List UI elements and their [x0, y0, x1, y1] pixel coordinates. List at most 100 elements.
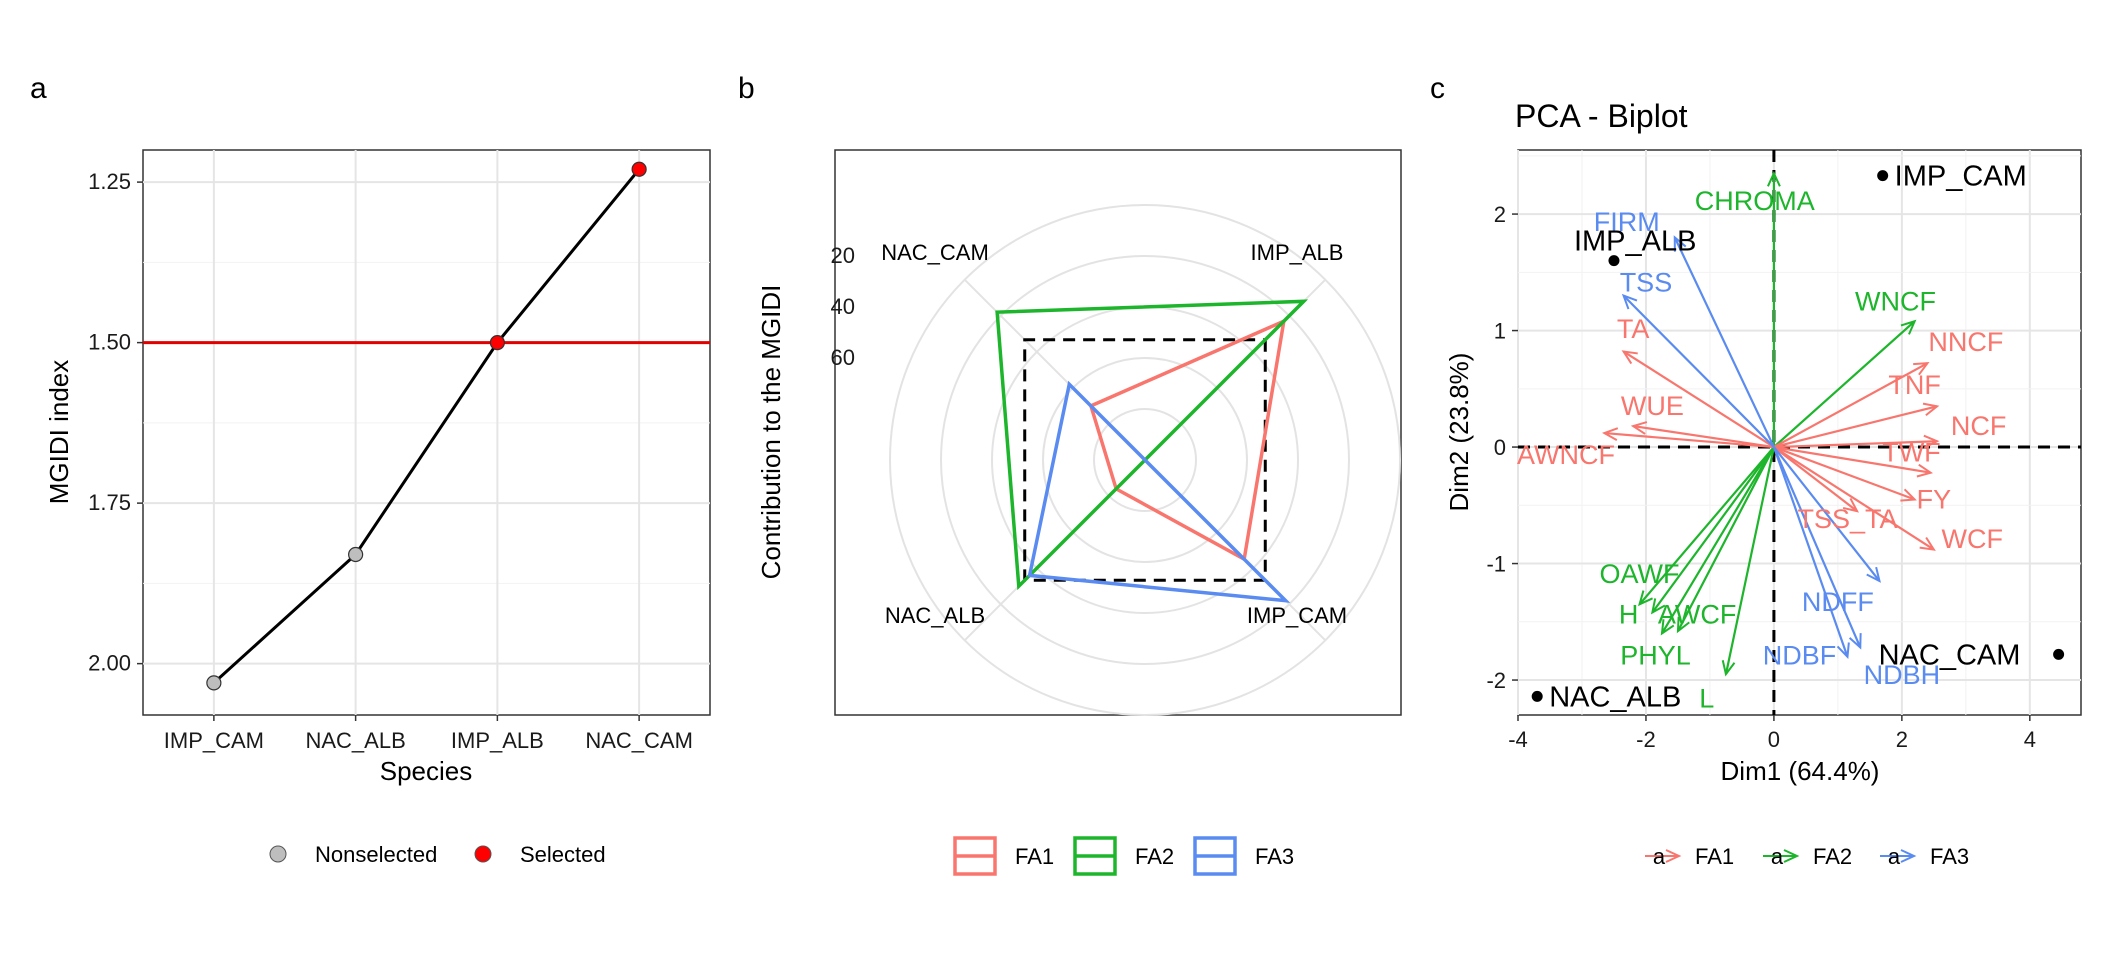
panel-c-var-label-tss_ta: TSS_TA [1797, 504, 1897, 534]
panel-c-arrow-fy [1773, 446, 1917, 502]
panel-c-var-label-tnf: TNF [1888, 370, 1940, 400]
panel-a-xtick-label: IMP_ALB [451, 728, 544, 753]
panel-a-ytick-label: 1.50 [88, 330, 131, 355]
panel-a-point-imp_alb [489, 335, 505, 351]
panel-c-ytick-label: 1 [1494, 319, 1506, 344]
panel-c-obs-label-nac_alb: NAC_ALB [1549, 681, 1681, 713]
panel-c-var-label-wue: WUE [1621, 391, 1684, 421]
panel-c-arrow-twf [1773, 445, 1934, 478]
legend-fa3-label: FA3 [1930, 844, 1969, 869]
panel-c-ytick-label: -1 [1486, 552, 1506, 577]
panel-c-var-label-awncf: AWNCF [1517, 440, 1615, 470]
panel-c-ytick-label: 2 [1494, 202, 1506, 227]
panel-c-var-label-wcf: WCF [1941, 524, 2002, 554]
panel-c-ytick-label: 0 [1494, 435, 1506, 460]
panel-c-arrow-tss [1621, 293, 1775, 448]
panel-c-xtick-label: 0 [1768, 727, 1780, 752]
panel-a-ytick-label: 2.00 [88, 651, 131, 676]
panel-c-arrow-nncf [1773, 362, 1930, 449]
panel-b-r-tick-label: 40 [831, 294, 855, 319]
panel-a-xtick-label: NAC_ALB [305, 728, 405, 753]
panel-c-var-label-ndff: NDFF [1802, 587, 1874, 617]
panel-c-var-label-firm: FIRM [1594, 207, 1660, 237]
panel-c-ytick-label: -2 [1486, 668, 1506, 693]
panel-b-r-tick-label: 20 [831, 243, 855, 268]
panel-c-arrow-oawf [1638, 446, 1775, 607]
legend-fa2-label: FA2 [1813, 844, 1852, 869]
legend-fa3-label: FA3 [1255, 844, 1294, 869]
panel-b-grid-ring [889, 204, 1401, 716]
panel-a-xtick-label: IMP_CAM [164, 728, 264, 753]
legend-fa2-glyph: a [1771, 844, 1784, 869]
panel-c-arrow-tss_ta [1773, 446, 1859, 513]
panel-c-var-label-chroma: CHROMA [1695, 186, 1815, 216]
panel-b-r-tick-label: 60 [831, 345, 855, 370]
legend-fa1-glyph: a [1653, 844, 1666, 869]
panel-a-ylabel: MGIDI index [44, 360, 74, 505]
panel-c-marks: CHROMA WNCF OAWF H AWCF PHYL L NNCF TNF NCF TWF FY W… [1517, 150, 2081, 715]
panel-c-var-label-awcf: AWCF [1658, 600, 1736, 630]
legend-fa1-label: FA1 [1695, 844, 1734, 869]
panel-c-ylabel: Dim2 (23.8%) [1444, 353, 1474, 512]
panel-b-category-nac_cam: NAC_CAM [881, 240, 989, 265]
mgidi-index-chart: 1.25 1.50 1.75 2.00 IMP_CAM NAC_ALB IMP_ALB NAC… [44, 149, 711, 867]
legend-nonselected-label: Nonselected [315, 842, 437, 867]
panel-b-ylabel: Contribution to the MGIDI [756, 285, 786, 580]
panel-c-grid [1517, 150, 2081, 715]
panel-letter-b: b [738, 72, 755, 105]
panel-c-var-label-phyl: PHYL [1620, 640, 1691, 670]
panel-b-category-imp_alb: IMP_ALB [1251, 240, 1344, 265]
panel-a-ytick-label: 1.75 [88, 490, 131, 515]
panel-c-var-label-oawf: OAWF [1600, 559, 1680, 589]
panel-b-grid-ring [940, 255, 1350, 665]
panel-c-var-label-tss: TSS [1620, 268, 1673, 298]
panel-c-legend: a FA1 a FA2 a FA3 [1645, 844, 1969, 869]
legend-selected-swatch [474, 845, 492, 863]
panel-a-point-nac_cam [631, 161, 647, 177]
panel-c-xtick-label: 4 [2024, 727, 2036, 752]
panel-c-title: PCA - Biplot [1515, 98, 1688, 134]
panel-c-obs-label-imp_alb: IMP_ALB [1574, 226, 1697, 258]
panel-a-ytick-label: 1.25 [88, 169, 131, 194]
panel-c-var-label-ta: TA [1617, 314, 1650, 344]
panel-c-xtick-label: -4 [1508, 727, 1528, 752]
panel-c-obs-label-nac_cam: NAC_CAM [1879, 639, 2021, 671]
panel-c-arrow-l [1721, 446, 1775, 677]
legend-selected-label: Selected [520, 842, 606, 867]
panel-c-obs-point-nac_cam [2053, 648, 2065, 660]
panel-b-category-nac_alb: NAC_ALB [885, 603, 985, 628]
panel-c-var-label-wncf: WNCF [1855, 286, 1936, 316]
panel-b-series-fa3 [1027, 380, 1291, 603]
panel-c-obs-point-nac_alb [1531, 690, 1543, 702]
pca-biplot: PCA - Biplot CHROMA WNCF OAWF H AWCF PHYL L NNC… [1444, 98, 2082, 869]
panel-b-category-imp_cam: IMP_CAM [1247, 603, 1347, 628]
panel-c-arrow-ncf [1773, 434, 1940, 449]
panel-c-var-label-ndbf: NDBF [1763, 640, 1837, 670]
panel-c-var-label-h: H [1619, 600, 1639, 630]
panel-c-var-label-ndbh: NDBH [1864, 660, 1941, 690]
legend-fa2-label: FA2 [1135, 844, 1174, 869]
panel-c-var-label-l: L [1699, 684, 1714, 714]
legend-fa1-label: FA1 [1015, 844, 1054, 869]
panel-b-grid-ring [1042, 357, 1248, 563]
legend-nonselected-swatch [269, 845, 287, 863]
panel-b-labels: 20 40 60 IMP_ALB IMP_CAM NAC_ALB NAC_CAM [831, 240, 1348, 628]
panel-c-obs-label-imp_cam: IMP_CAM [1895, 161, 2027, 193]
panel-a-index-line [212, 168, 641, 685]
panel-c-arrow-awncf [1601, 427, 1774, 449]
panel-c-var-label-twf: TWF [1882, 438, 1940, 468]
panel-c-arrow-awcf [1660, 446, 1775, 636]
panel-c-var-label-nncf: NNCF [1928, 327, 2003, 357]
contribution-radar-chart: 20 40 60 IMP_ALB IMP_CAM NAC_ALB NAC_CAM Contr… [756, 149, 1402, 876]
panel-a-xtick-label: NAC_CAM [585, 728, 693, 753]
panel-b-marks [995, 299, 1309, 603]
panel-c-obs-point-imp_alb [1608, 255, 1620, 267]
panel-c-arrow-tnf [1773, 402, 1940, 449]
panel-c-xtick-label: -2 [1636, 727, 1656, 752]
panel-b-series-fa2 [995, 299, 1309, 591]
panel-c-var-label-fy: FY [1917, 484, 1952, 514]
panel-c-arrow-wue [1630, 421, 1775, 449]
panel-c-arrow-ndbf [1772, 446, 1862, 650]
legend-fa3-glyph: a [1888, 844, 1901, 869]
